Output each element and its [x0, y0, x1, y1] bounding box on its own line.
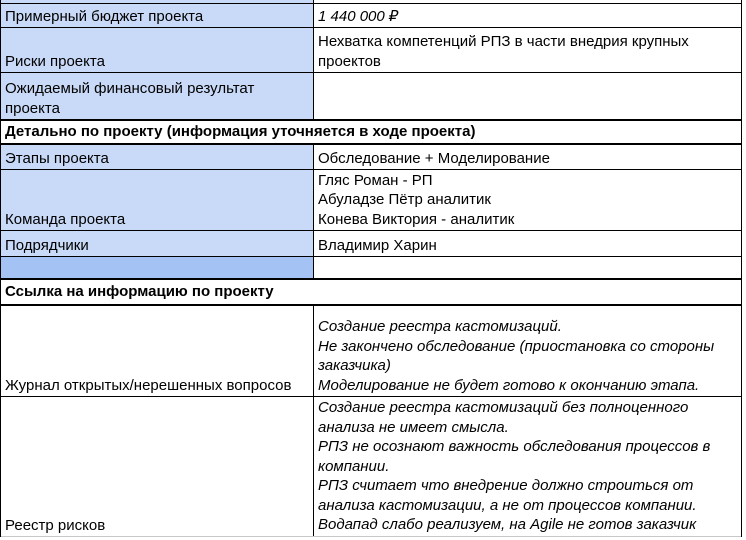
table-row-open-issues: Журнал открытых/нерешенных вопросов Созд…: [1, 306, 741, 397]
row-value-cell[interactable]: 1 440 000 ₽: [314, 4, 741, 27]
row-value-cell[interactable]: [314, 257, 741, 278]
row-label-cell[interactable]: Команда проекта: [1, 170, 314, 230]
row-label-cell[interactable]: Подрядчики: [1, 231, 314, 256]
table-row-team: Команда проекта Гляс Роман - РП Абуладзе…: [1, 170, 741, 231]
row-value-cell[interactable]: Владимир Харин: [314, 231, 741, 256]
row-label-cell[interactable]: Реестр рисков: [1, 397, 314, 536]
row-label-cell[interactable]: Этапы проекта: [1, 145, 314, 169]
row-value-cell[interactable]: Создание реестра кастомизаций без полноц…: [314, 397, 741, 536]
row-label-cell[interactable]: Риски проекта: [1, 28, 314, 72]
row-value-cell[interactable]: Обследование + Моделирование: [314, 145, 741, 169]
row-value-cell[interactable]: Нехватка компетенций РПЗ в части внедрия…: [314, 28, 741, 72]
row-label-cell[interactable]: [1, 0, 314, 3]
row-value-cell[interactable]: [314, 73, 741, 119]
table-row-contractors: Подрядчики Владимир Харин: [1, 231, 741, 257]
section-title: Детально по проекту (информация уточняет…: [5, 123, 476, 141]
table-row-risk-register: Реестр рисков Создание реестра кастомиза…: [1, 397, 741, 537]
table-row-spacer: [1, 257, 741, 278]
table-row-partial: [1, 0, 741, 4]
row-label-cell[interactable]: Журнал открытых/нерешенных вопросов: [1, 306, 314, 396]
row-label-cell[interactable]: Ожидаемый финансовый результат проекта: [1, 73, 314, 119]
row-value-cell[interactable]: Гляс Роман - РП Абуладзе Пётр аналитик К…: [314, 170, 741, 230]
row-label-cell[interactable]: [1, 257, 314, 278]
row-value-cell[interactable]: [314, 0, 741, 3]
table-row-stages: Этапы проекта Обследование + Моделирован…: [1, 145, 741, 170]
section-header-details[interactable]: Детально по проекту (информация уточняет…: [1, 119, 741, 145]
section-title: Ссылка на информацию по проекту: [5, 283, 274, 301]
table-row-risks-brief: Риски проекта Нехватка компетенций РПЗ в…: [1, 28, 741, 73]
row-value-cell[interactable]: Создание реестра кастомизаций. Не законч…: [314, 306, 741, 396]
table-row-budget: Примерный бюджет проекта 1 440 000 ₽: [1, 4, 741, 28]
table-row-financial-result: Ожидаемый финансовый результат проекта: [1, 73, 741, 119]
section-header-links[interactable]: Ссылка на информацию по проекту: [1, 278, 741, 306]
row-label-cell[interactable]: Примерный бюджет проекта: [1, 4, 314, 27]
